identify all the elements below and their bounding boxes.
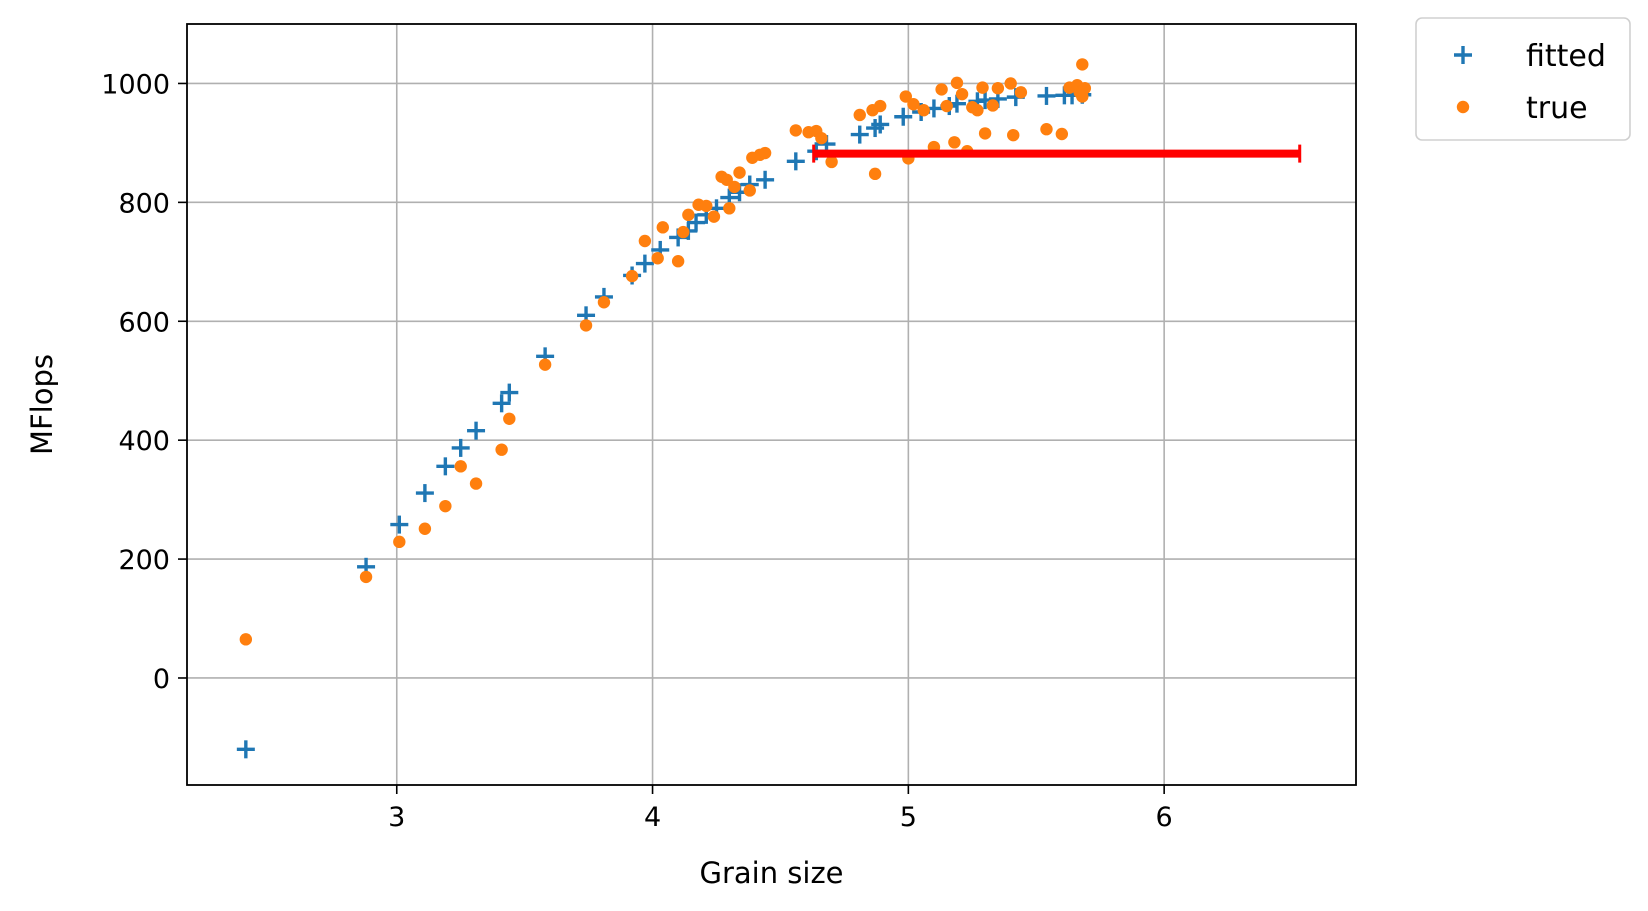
point-true bbox=[940, 99, 953, 113]
point-true bbox=[991, 82, 1005, 95]
point-true bbox=[656, 221, 669, 234]
legend: fitted true bbox=[1415, 17, 1631, 141]
point-true bbox=[948, 136, 961, 149]
point-fitted bbox=[415, 484, 434, 503]
point-true bbox=[815, 131, 828, 145]
data-points bbox=[236, 58, 1092, 759]
point-true bbox=[439, 499, 452, 513]
point-fitted bbox=[756, 170, 775, 189]
point-true bbox=[671, 255, 685, 268]
point-true bbox=[853, 108, 866, 122]
point-true bbox=[1007, 128, 1020, 142]
plot-frame bbox=[186, 23, 1357, 786]
point-true bbox=[1040, 123, 1053, 136]
point-true bbox=[454, 460, 467, 473]
y-tick-label: 0 bbox=[153, 664, 170, 695]
point-true bbox=[743, 184, 756, 197]
x-tick-label: 4 bbox=[644, 802, 661, 833]
x-tick-label: 3 bbox=[388, 802, 405, 833]
point-true bbox=[503, 412, 516, 425]
x-tick-label: 6 bbox=[1156, 802, 1173, 833]
point-true bbox=[1014, 86, 1028, 99]
point-fitted bbox=[451, 438, 470, 457]
point-true bbox=[418, 522, 432, 535]
point-fitted bbox=[467, 421, 486, 440]
legend-label-true: true bbox=[1526, 91, 1588, 126]
point-true bbox=[700, 199, 713, 213]
point-true bbox=[677, 225, 690, 239]
y-tick-label: 400 bbox=[118, 426, 170, 457]
y-tick-label: 600 bbox=[118, 307, 170, 338]
point-true bbox=[638, 234, 652, 248]
point-fitted bbox=[635, 254, 654, 273]
legend-marker-fitted bbox=[1454, 46, 1472, 64]
point-true bbox=[789, 124, 803, 137]
point-true bbox=[625, 269, 639, 283]
point-true bbox=[907, 98, 920, 111]
point-fitted bbox=[687, 213, 706, 232]
x-tick-label: 5 bbox=[900, 802, 917, 833]
point-true bbox=[1076, 58, 1089, 71]
annotation-bar bbox=[812, 144, 1302, 163]
y-tick-label: 200 bbox=[118, 545, 170, 576]
point-fitted bbox=[500, 383, 519, 402]
point-true bbox=[971, 104, 984, 117]
point-fitted bbox=[850, 125, 869, 144]
legend-label-fitted: fitted bbox=[1526, 39, 1606, 74]
y-tick-label: 800 bbox=[118, 188, 170, 219]
point-true bbox=[917, 104, 930, 117]
point-true bbox=[758, 146, 772, 160]
point-true bbox=[579, 319, 593, 332]
legend-entry-fitted: fitted bbox=[1454, 39, 1606, 74]
point-true bbox=[978, 127, 992, 140]
x-axis-label: Grain size bbox=[699, 856, 843, 890]
point-fitted bbox=[236, 740, 255, 759]
legend-box bbox=[1415, 17, 1631, 141]
point-fitted bbox=[786, 152, 805, 171]
point-true bbox=[538, 358, 552, 371]
point-true bbox=[935, 83, 948, 96]
point-true bbox=[874, 99, 887, 113]
point-true bbox=[733, 166, 746, 179]
point-true bbox=[728, 180, 741, 194]
point-true bbox=[707, 210, 721, 223]
legend-marker-true bbox=[1456, 100, 1470, 114]
point-true bbox=[393, 535, 406, 549]
point-true bbox=[469, 477, 483, 490]
point-true bbox=[495, 443, 508, 456]
point-true bbox=[986, 99, 999, 112]
point-true bbox=[651, 252, 664, 265]
axis-ticks: 3 4 5 6 0 200 400 600 800 1000 bbox=[101, 69, 1172, 833]
point-true bbox=[597, 296, 611, 309]
point-true bbox=[825, 155, 838, 169]
point-fitted bbox=[492, 394, 511, 413]
y-tick-label: 1000 bbox=[101, 69, 170, 100]
point-true bbox=[682, 208, 695, 222]
point-true bbox=[723, 202, 736, 215]
legend-entry-true: true bbox=[1456, 91, 1588, 126]
y-axis-label: MFlops bbox=[25, 354, 59, 455]
point-true bbox=[1055, 127, 1069, 141]
series-true bbox=[239, 58, 1092, 646]
point-true bbox=[868, 167, 882, 181]
point-true bbox=[899, 90, 912, 103]
point-true bbox=[239, 633, 253, 646]
point-fitted bbox=[871, 115, 890, 134]
point-fitted bbox=[390, 515, 409, 534]
point-fitted bbox=[1037, 86, 1056, 105]
point-true bbox=[1076, 90, 1089, 103]
point-fitted bbox=[436, 457, 455, 476]
point-true bbox=[1004, 77, 1017, 90]
point-true bbox=[976, 81, 989, 94]
point-true bbox=[950, 76, 964, 90]
point-fitted bbox=[894, 107, 913, 126]
point-true bbox=[359, 570, 373, 584]
point-true bbox=[955, 87, 969, 101]
